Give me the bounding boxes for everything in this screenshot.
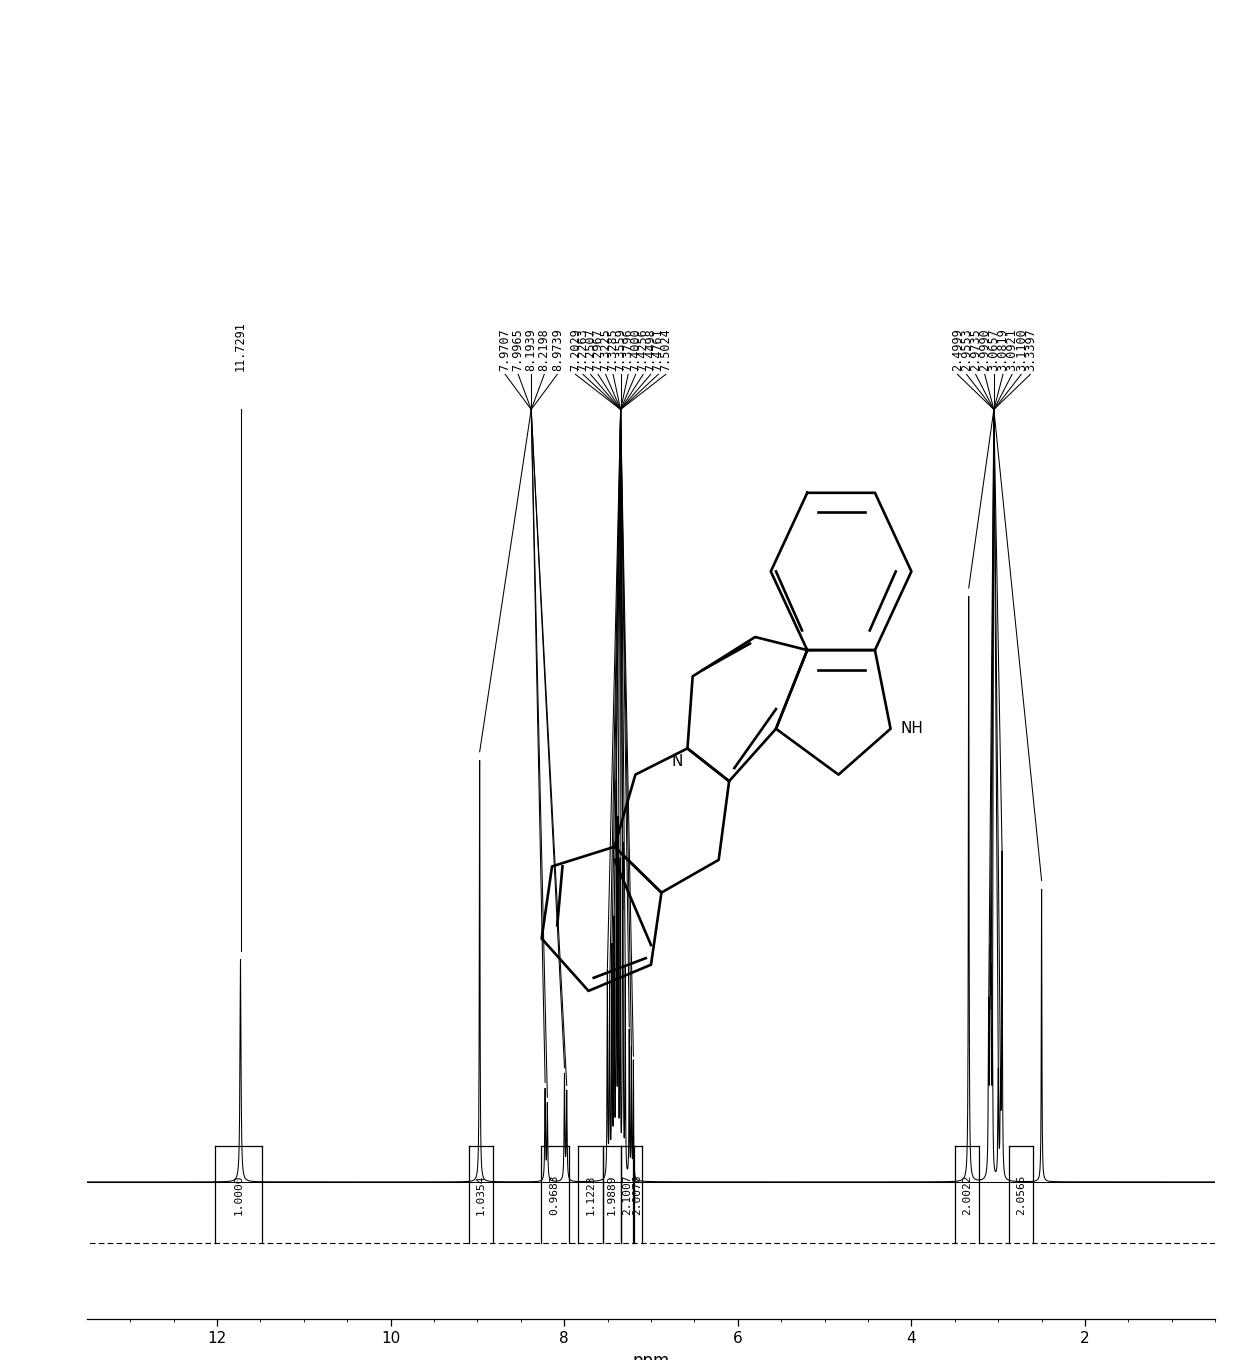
Text: 2.4999: 2.4999	[951, 329, 963, 371]
Text: 1.9889: 1.9889	[606, 1174, 618, 1214]
Text: N: N	[671, 753, 683, 768]
Text: 7.9707: 7.9707	[498, 329, 512, 371]
Text: 3.3397: 3.3397	[1024, 329, 1037, 371]
Text: 2.0076: 2.0076	[632, 1174, 642, 1214]
Text: 1.0354: 1.0354	[476, 1174, 486, 1214]
Text: 2.9735: 2.9735	[970, 329, 982, 371]
Text: 7.2967: 7.2967	[591, 329, 605, 371]
Text: 7.2263: 7.2263	[577, 329, 589, 371]
Text: 7.3285: 7.3285	[606, 329, 620, 371]
Text: 2.0565: 2.0565	[1016, 1174, 1025, 1214]
Text: 8.9739: 8.9739	[551, 329, 564, 371]
Text: 7.2029: 7.2029	[569, 329, 582, 371]
Text: 2.1007: 2.1007	[622, 1174, 632, 1214]
Text: 7.3225: 7.3225	[599, 329, 613, 371]
Text: 1.0000: 1.0000	[233, 1174, 244, 1214]
Text: 0.9683: 0.9683	[549, 1174, 559, 1214]
Text: 1.1223: 1.1223	[585, 1174, 595, 1214]
Text: 7.2507: 7.2507	[584, 329, 596, 371]
Text: 7.9965: 7.9965	[512, 329, 525, 371]
Text: 8.2198: 8.2198	[538, 329, 551, 371]
Text: 2.9553: 2.9553	[960, 329, 973, 371]
X-axis label: ppm: ppm	[632, 1352, 670, 1360]
Text: 7.4256: 7.4256	[636, 329, 650, 371]
Text: 11.7291: 11.7291	[234, 321, 247, 371]
Text: 8.1939: 8.1939	[525, 329, 538, 371]
Text: 7.4761: 7.4761	[652, 329, 665, 371]
Text: 7.4000: 7.4000	[629, 329, 642, 371]
Text: 2.9990: 2.9990	[978, 329, 991, 371]
Text: 3.1100: 3.1100	[1014, 329, 1028, 371]
Text: 7.4498: 7.4498	[645, 329, 657, 371]
Text: 3.0819: 3.0819	[997, 329, 1009, 371]
Text: NH: NH	[901, 721, 924, 736]
Text: 7.3559: 7.3559	[614, 329, 627, 371]
Text: 7.3796: 7.3796	[621, 329, 635, 371]
Text: 3.0921: 3.0921	[1006, 329, 1018, 371]
Text: 2.0022: 2.0022	[962, 1174, 972, 1214]
Text: 3.0657: 3.0657	[987, 329, 1001, 371]
Text: 7.5024: 7.5024	[660, 329, 672, 371]
